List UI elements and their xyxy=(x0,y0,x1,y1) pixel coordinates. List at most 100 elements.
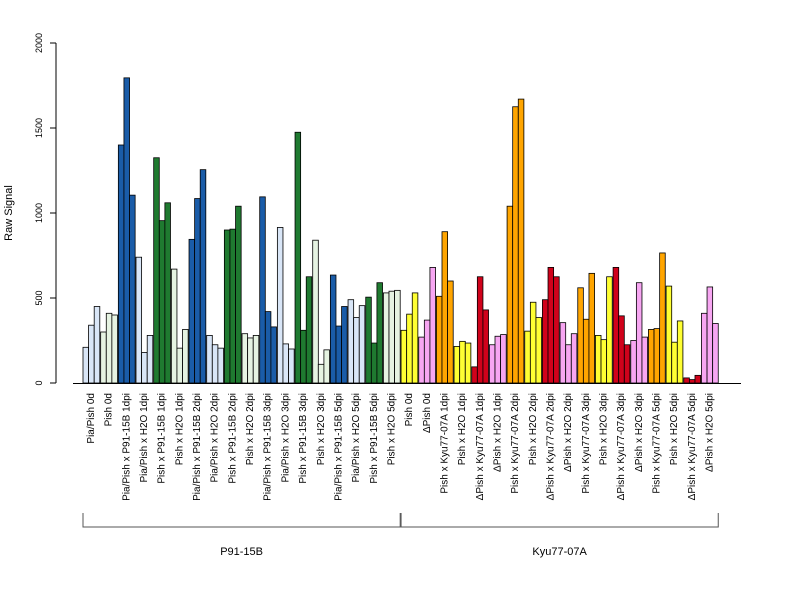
bar xyxy=(82,346,89,384)
bar xyxy=(188,238,196,384)
bar xyxy=(376,282,383,384)
bar xyxy=(370,342,378,384)
bar xyxy=(635,282,643,384)
bar xyxy=(382,292,390,384)
x-tick-label: ΔPish x H2O 5dpi xyxy=(704,393,715,472)
x-tick-label: Pia/Pish x H2O 1dpi xyxy=(139,393,150,483)
bar xyxy=(659,252,666,384)
bar xyxy=(347,299,355,384)
x-tick-label: Pish x H2O 5dpi xyxy=(386,393,397,465)
bar xyxy=(441,231,448,384)
bar xyxy=(305,276,313,384)
bar xyxy=(459,340,466,384)
bar xyxy=(623,344,631,384)
y-axis-label: Raw Signal xyxy=(3,185,15,241)
bar xyxy=(676,320,684,384)
bar xyxy=(606,276,613,384)
bar xyxy=(335,325,342,384)
bar xyxy=(570,333,578,384)
bar xyxy=(535,317,542,384)
bar xyxy=(394,289,401,384)
x-tick-label: Pish x P91-15B 1dpi xyxy=(157,393,168,484)
bar xyxy=(517,98,525,384)
bar xyxy=(146,334,154,384)
x-tick-label: Pish x P91-15B 5dpi xyxy=(369,393,380,484)
bar xyxy=(411,292,419,384)
bar xyxy=(529,301,537,384)
x-tick-label: Pia/Pish x P91-15B 1dpi xyxy=(121,393,132,501)
x-tick-label: Pish x H2O 1dpi xyxy=(174,393,185,465)
group-bracket xyxy=(400,513,719,528)
bar xyxy=(247,337,254,384)
bar xyxy=(388,290,395,384)
bar xyxy=(111,314,118,384)
x-tick-label: Pish x H2O 2dpi xyxy=(245,393,256,465)
x-tick-label: Pia/Pish x H2O 5dpi xyxy=(351,393,362,483)
x-tick-label: ΔPish x Kyu77-07A 3dpi xyxy=(616,393,627,500)
x-tick-label: Pia/Pish 0d xyxy=(86,393,97,444)
bar xyxy=(489,344,496,384)
bar xyxy=(117,144,125,384)
y-tick-label: 1000 xyxy=(34,203,44,223)
bar xyxy=(464,342,472,384)
bars xyxy=(82,77,719,384)
bar xyxy=(158,220,166,384)
x-tick-label: ΔPish x H2O 3dpi xyxy=(634,393,645,472)
bar xyxy=(648,329,655,384)
group-label: Kyu77-07A xyxy=(532,546,587,558)
bar xyxy=(618,315,625,384)
bar xyxy=(688,379,696,384)
group-brackets: P91-15B Kyu77-07A xyxy=(82,513,719,558)
group-label: P91-15B xyxy=(220,546,263,558)
x-tick-label: Pish 0d xyxy=(104,393,115,426)
bar xyxy=(694,374,701,384)
bar xyxy=(565,344,572,384)
bar xyxy=(500,334,507,384)
bar xyxy=(259,196,266,384)
bar xyxy=(418,336,425,384)
x-tick-label: Pish x P91-15B 3dpi xyxy=(298,393,309,484)
bar xyxy=(105,312,113,384)
bar xyxy=(706,286,714,384)
bar xyxy=(630,340,637,384)
bar xyxy=(282,343,289,384)
bar xyxy=(88,324,95,384)
bar xyxy=(547,266,555,384)
bar xyxy=(653,328,661,384)
bar xyxy=(182,329,189,384)
bar xyxy=(683,377,690,384)
x-tick-label: Pish x H2O 2dpi xyxy=(528,393,539,465)
bar xyxy=(129,194,136,384)
x-tick-label: Pish 0d xyxy=(404,393,415,426)
bar xyxy=(482,309,489,384)
bar xyxy=(323,349,330,384)
bar xyxy=(229,228,236,384)
bar xyxy=(559,322,567,384)
bar xyxy=(494,335,502,384)
bar xyxy=(701,312,708,384)
x-tick-label: Pia/Pish x H2O 3dpi xyxy=(280,393,291,483)
bar xyxy=(153,157,160,384)
bar xyxy=(300,329,307,384)
x-tick-label: Pish x H2O 1dpi xyxy=(457,393,468,465)
bar xyxy=(595,334,602,384)
bar xyxy=(199,169,207,384)
x-tick-label: ΔPish 0d xyxy=(422,393,433,433)
bar xyxy=(353,317,360,384)
y-tick-label: 500 xyxy=(34,290,44,305)
bar xyxy=(235,205,242,384)
x-tick-label: Pia/Pish x P91-15B 2dpi xyxy=(192,393,203,501)
bar xyxy=(582,318,590,384)
bar xyxy=(123,77,130,384)
x-tick-label: ΔPish x Kyu77-07A 1dpi xyxy=(475,393,486,500)
bar xyxy=(170,268,178,384)
bar xyxy=(512,106,519,384)
bar xyxy=(341,306,348,384)
bar xyxy=(217,347,224,384)
x-tick-label: Pish x H2O 3dpi xyxy=(316,393,327,465)
bar xyxy=(588,272,595,384)
bar xyxy=(429,266,436,384)
x-tick-label: Pish x Kyu77-07A 2dpi xyxy=(510,393,521,494)
x-tick-label: ΔPish x Kyu77-07A 5dpi xyxy=(687,393,698,500)
bar xyxy=(264,311,272,384)
